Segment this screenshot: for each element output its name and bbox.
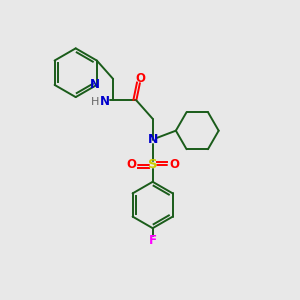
Text: N: N [90, 78, 100, 92]
Text: F: F [149, 234, 157, 247]
Text: O: O [169, 158, 179, 171]
Text: N: N [148, 133, 158, 146]
Text: O: O [126, 158, 136, 171]
Text: H: H [91, 97, 100, 107]
Text: O: O [135, 72, 145, 85]
Text: S: S [148, 158, 158, 171]
Text: N: N [100, 95, 110, 108]
